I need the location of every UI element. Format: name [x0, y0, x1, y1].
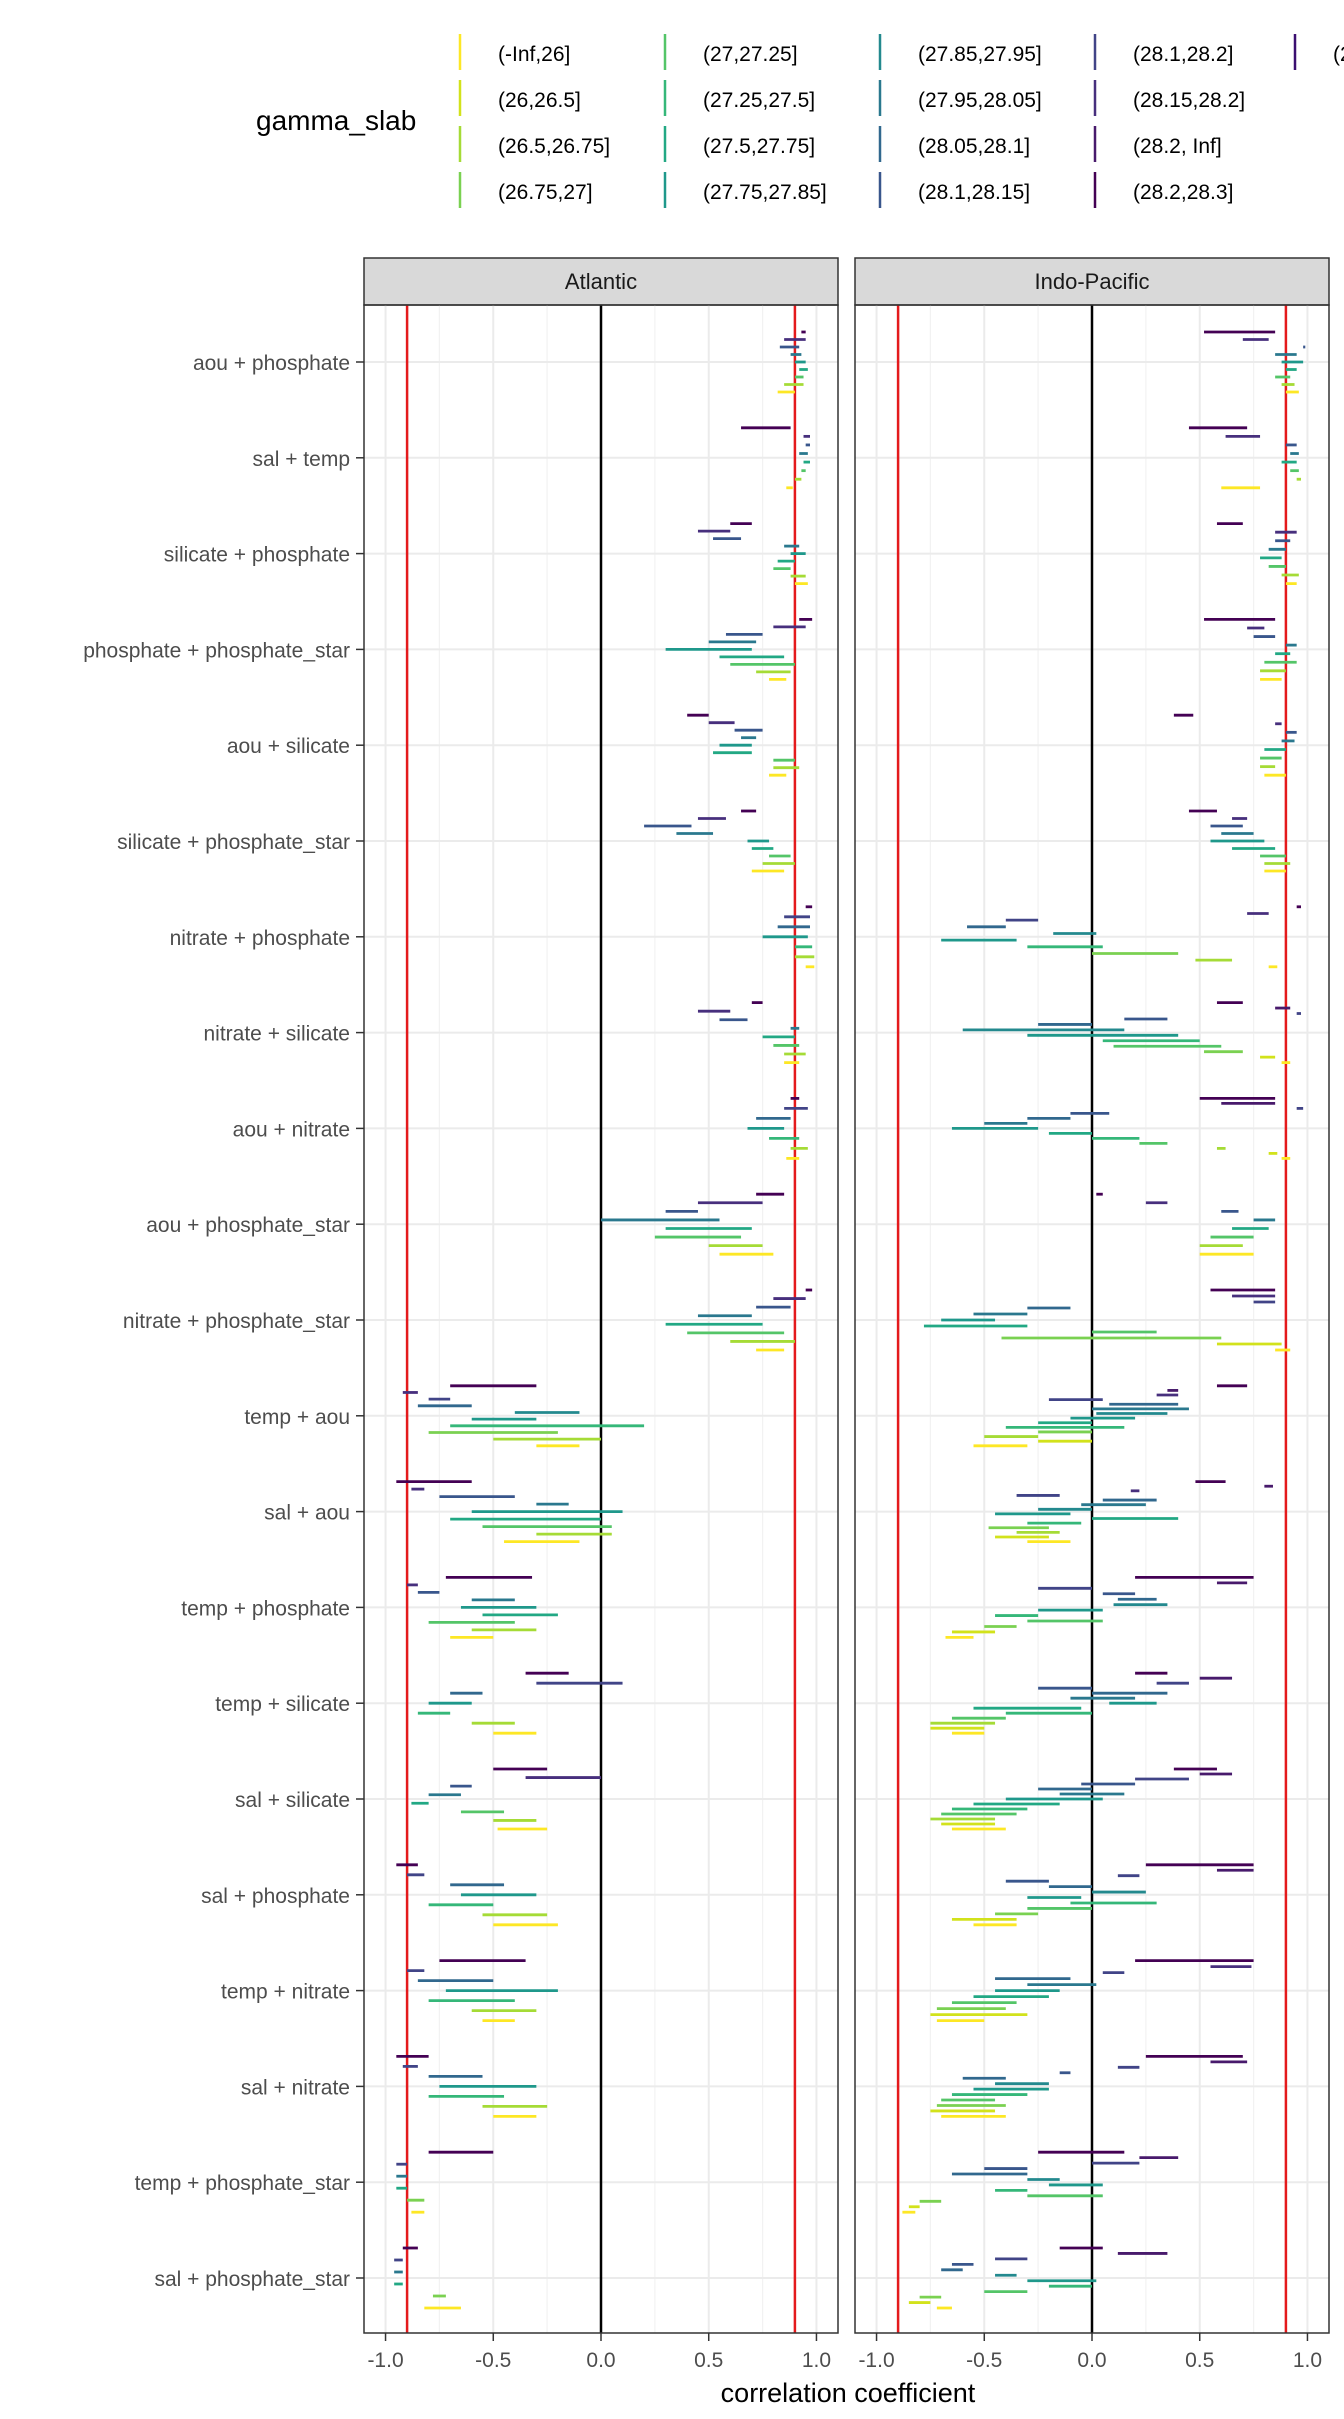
x-tick-label: 0.5 — [694, 2349, 723, 2372]
y-tick-label: nitrate + silicate — [204, 1023, 351, 1046]
facet-panel: Indo-Pacific — [854, 257, 1330, 2334]
x-axis: -1.0 -0.5 0.0 0.5 1.0 -1.0 -0.5 0.0 0.5 1.0 — [367, 2333, 1322, 2372]
legend-title: gamma_slab — [256, 105, 416, 136]
y-tick-label: temp + phosphate_star — [135, 2172, 350, 2195]
legend-label: (28.05,28.1] — [918, 135, 1030, 158]
legend-label: (26.75,27] — [498, 181, 593, 204]
x-tick-label: 0.0 — [1077, 2349, 1106, 2372]
y-tick-label: sal + phosphate_star — [154, 2268, 350, 2291]
y-tick-label: nitrate + phosphate_star — [123, 1310, 350, 1333]
x-tick-label: 1.0 — [802, 2349, 831, 2372]
legend-label: (27.85,27.95] — [918, 43, 1042, 66]
legend: gamma_slab (-Inf,26] (26,26.5] (26.5,26.75… — [256, 34, 1344, 208]
y-tick-label: nitrate + phosphate — [170, 927, 350, 950]
y-tick-label: sal + phosphate — [201, 1885, 350, 1908]
y-tick-label: temp + silicate — [215, 1693, 350, 1716]
y-tick-label: aou + phosphate — [193, 352, 350, 375]
legend-label: (28.1,28.15] — [918, 181, 1030, 204]
legend-label: (27.75,27.85] — [703, 181, 827, 204]
x-tick-label: -1.0 — [858, 2349, 894, 2372]
legend-label: (26.5,26.75] — [498, 135, 610, 158]
legend-label: (-Inf,26] — [498, 43, 570, 66]
legend-label: (28.15,28.2] — [1133, 89, 1245, 112]
y-axis: aou + phosphate sal + temp silicate + phos… — [83, 352, 364, 2291]
legend-label: (2 — [1333, 43, 1344, 66]
facet-strip — [363, 257, 839, 306]
facet-strip — [854, 257, 1330, 306]
y-tick-label: temp + phosphate — [181, 1597, 350, 1620]
y-tick-label: silicate + phosphate_star — [117, 831, 350, 854]
y-tick-label: aou + nitrate — [233, 1118, 350, 1141]
legend-label: (27,27.25] — [703, 43, 798, 66]
y-tick-label: sal + temp — [253, 448, 350, 471]
legend-label: (27.25,27.5] — [703, 89, 815, 112]
x-tick-label: -1.0 — [367, 2349, 403, 2372]
facet-strip-label: Indo-Pacific — [1035, 269, 1150, 294]
x-tick-label: 1.0 — [1293, 2349, 1322, 2372]
x-tick-label: -0.5 — [966, 2349, 1002, 2372]
y-tick-label: temp + aou — [244, 1406, 350, 1429]
legend-label: (28.1,28.2] — [1133, 43, 1233, 66]
y-tick-label: sal + aou — [264, 1502, 350, 1525]
y-tick-label: aou + silicate — [227, 735, 350, 758]
legend-label: (26,26.5] — [498, 89, 581, 112]
x-tick-label: 0.5 — [1185, 2349, 1214, 2372]
y-tick-label: aou + phosphate_star — [146, 1214, 350, 1237]
x-tick-label: -0.5 — [475, 2349, 511, 2372]
facet-panels: Atlantic Indo-Pacific — [363, 257, 1330, 2334]
legend-label: (28.2, Inf] — [1133, 135, 1222, 158]
facet-strip-label: Atlantic — [565, 269, 637, 294]
legend-label: (27.5,27.75] — [703, 135, 815, 158]
y-tick-label: sal + nitrate — [241, 2076, 350, 2099]
y-tick-label: sal + silicate — [235, 1789, 350, 1812]
facet-panel: Atlantic — [363, 257, 839, 2334]
y-tick-label: silicate + phosphate — [164, 544, 350, 567]
y-tick-label: temp + nitrate — [221, 1981, 350, 2004]
y-tick-label: phosphate + phosphate_star — [83, 639, 350, 662]
legend-label: (28.2,28.3] — [1133, 181, 1233, 204]
x-tick-label: 0.0 — [586, 2349, 615, 2372]
x-axis-title: correlation coefficient — [721, 2378, 976, 2408]
legend-label: (27.95,28.05] — [918, 89, 1042, 112]
legend-entries: (-Inf,26] (26,26.5] (26.5,26.75] (26.75,27]… — [458, 34, 1344, 208]
